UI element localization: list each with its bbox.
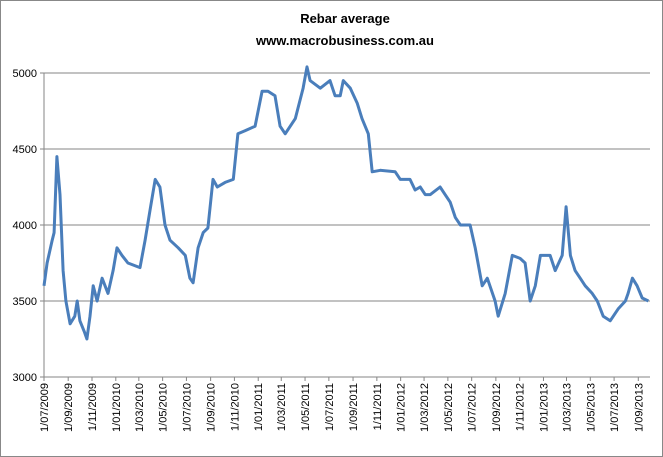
data-line [42, 65, 650, 341]
chart-subtitle: www.macrobusiness.com.au [255, 33, 434, 48]
y-tick-label: 3500 [13, 296, 37, 308]
x-tick-label: 1/03/2010 [134, 383, 146, 432]
x-tick-label: 1/01/2011 [253, 383, 265, 431]
x-tick-label: 1/07/2010 [181, 383, 193, 432]
x-tick-label: 1/07/2009 [39, 383, 51, 432]
x-tick-label: 1/09/2010 [206, 383, 218, 432]
x-tick-label: 1/03/2011 [276, 383, 288, 431]
x-tick-label: 1/09/2012 [491, 383, 503, 432]
x-tick-label: 1/05/2011 [300, 383, 312, 431]
x-tick-label: 1/07/2012 [467, 383, 479, 432]
x-tick-label: 1/05/2013 [585, 383, 597, 432]
x-tick-label: 1/01/2010 [111, 383, 123, 432]
x-tick-label: 1/07/2013 [609, 383, 621, 432]
y-tick-label: 4500 [13, 144, 37, 156]
x-tick-label: 1/03/2012 [419, 383, 431, 432]
x-tick-label: 1/11/2010 [229, 383, 241, 431]
x-tick-label: 1/09/2009 [63, 383, 75, 432]
x-tick-label: 1/09/2011 [348, 383, 360, 431]
x-tick-label: 1/11/2009 [87, 383, 99, 431]
x-tick-label: 1/09/2013 [633, 383, 645, 432]
x-tick-label: 1/01/2013 [538, 383, 550, 432]
x-tick-label: 1/11/2011 [372, 383, 384, 430]
chart-title: Rebar average [300, 11, 390, 26]
x-tick-label: 1/11/2012 [515, 383, 527, 431]
x-tick-label: 1/05/2010 [158, 383, 170, 432]
x-tick-label: 1/01/2012 [396, 383, 408, 432]
x-tick-label: 1/03/2013 [561, 383, 573, 432]
y-tick-label: 4000 [13, 220, 37, 232]
y-tick-label: 5000 [13, 68, 37, 80]
x-tick-label: 1/05/2012 [443, 383, 455, 432]
y-tick-label: 3000 [13, 372, 37, 384]
x-tick-label: 1/07/2011 [324, 383, 336, 431]
